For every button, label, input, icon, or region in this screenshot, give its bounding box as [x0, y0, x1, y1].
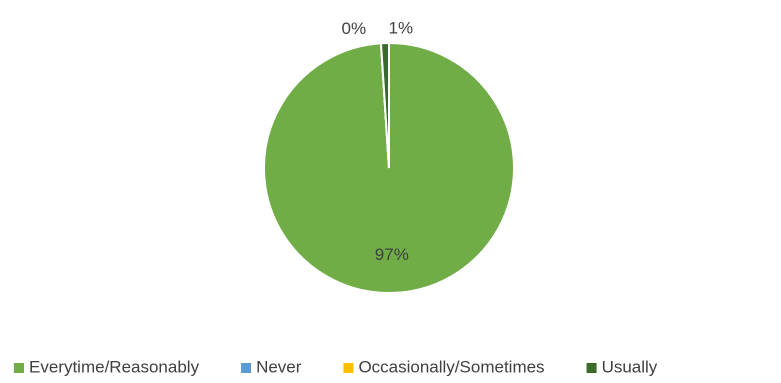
- legend-swatch: [343, 363, 354, 373]
- legend-label: Never: [256, 357, 302, 376]
- legend-label: Usually: [602, 357, 658, 376]
- data-label: 97%: [375, 245, 409, 264]
- data-label: 1%: [389, 19, 414, 38]
- pie-slice: [379, 41, 390, 169]
- legend-swatch: [241, 363, 252, 373]
- legend-label: Everytime/Reasonably: [29, 357, 200, 376]
- legend-label: Occasionally/Sometimes: [358, 357, 544, 376]
- legend-swatch: [586, 363, 597, 373]
- data-label: 0%: [342, 19, 367, 38]
- legend-swatch: [14, 363, 24, 373]
